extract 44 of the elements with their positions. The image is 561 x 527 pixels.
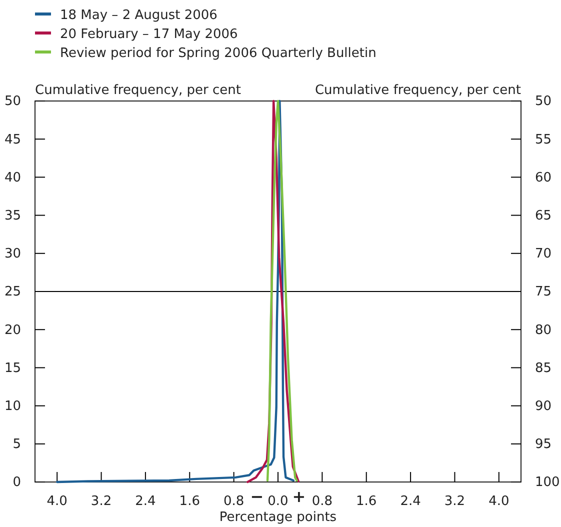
- y-tick-label: 0: [12, 475, 21, 490]
- y2-tick-label: 100: [535, 475, 560, 490]
- x-tick-label: 3.2: [90, 494, 112, 510]
- x-axis-title: Percentage points: [219, 510, 337, 525]
- legend-label: 20 February – 17 May 2006: [60, 27, 238, 42]
- x-tick-label: 1.6: [356, 494, 377, 510]
- y-tick-label: 5: [12, 437, 21, 452]
- y2-tick-label: 55: [535, 132, 552, 148]
- x-tick-label: 4.0: [488, 494, 510, 510]
- y-tick-label: 50: [4, 94, 21, 110]
- y-tick-label: 40: [4, 170, 21, 186]
- x-tick-label: 0.0: [268, 494, 288, 510]
- y2-tick-label: 95: [535, 437, 552, 452]
- x-tick-label: 0.8: [312, 494, 333, 510]
- line-series: [246, 100, 300, 484]
- y-tick-label: 25: [4, 284, 21, 300]
- x-tick-label: 2.4: [400, 494, 421, 510]
- text: +: [292, 487, 306, 506]
- y2-tick-label: 75: [535, 284, 552, 300]
- y2-tick-label: 70: [535, 246, 552, 262]
- x-tick-label: 4.0: [46, 494, 68, 510]
- legend-label: Review period for Spring 2006 Quarterly Bulletin: [60, 46, 376, 61]
- legend-label: 18 May – 2 August 2006: [60, 8, 218, 23]
- y-tick-label: 15: [4, 360, 21, 376]
- x-tick-label: 2.4: [135, 494, 156, 510]
- y-tick-label: 30: [4, 246, 21, 262]
- y2-tick-label: 65: [535, 208, 552, 224]
- y-tick-label: 45: [4, 132, 21, 148]
- y2-tick-label: 90: [535, 398, 552, 414]
- y-tick-label: 20: [4, 322, 21, 338]
- y-tick-label: 35: [4, 208, 21, 224]
- text: −: [250, 487, 264, 506]
- line-series: [56, 100, 295, 484]
- y2-tick-label: 60: [535, 170, 552, 186]
- x-tick-label: 3.2: [444, 494, 466, 510]
- x-tick-label: 0.8: [223, 494, 244, 510]
- y-axis-title: Cumulative frequency, per cent: [35, 83, 242, 98]
- x-tick-label: 1.6: [179, 494, 200, 510]
- y2-tick-label: 50: [535, 94, 552, 110]
- y-tick-label: 10: [4, 398, 21, 414]
- y2-tick-label: 80: [535, 322, 552, 338]
- line-series: [266, 100, 298, 482]
- y2-axis-title: Cumulative frequency, per cent: [314, 83, 521, 98]
- y2-tick-label: 85: [535, 360, 552, 376]
